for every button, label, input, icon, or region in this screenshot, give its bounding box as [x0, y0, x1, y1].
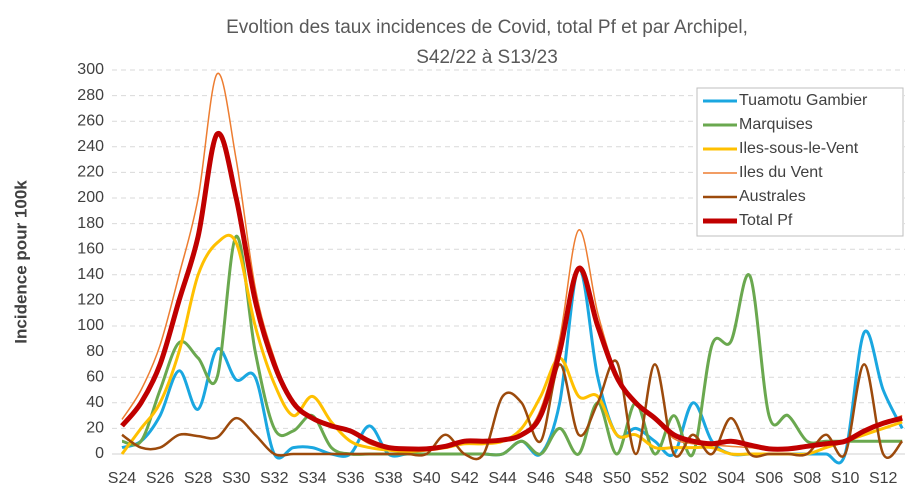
x-tick-label: S44: [488, 470, 517, 487]
y-tick-label: 20: [86, 420, 104, 437]
y-tick-label: 100: [77, 317, 104, 334]
y-tick-label: 80: [86, 343, 104, 360]
y-tick-label: 160: [77, 240, 104, 257]
x-tick-label: S40: [412, 470, 441, 487]
legend-label: Tuamotu Gambier: [739, 92, 868, 109]
legend-label: Australes: [739, 188, 806, 205]
y-tick-label: 140: [77, 266, 104, 283]
y-tick-label: 0: [95, 445, 104, 462]
x-tick-label: S42: [450, 470, 479, 487]
chart-subtitle: S42/22 à S13/23: [416, 47, 558, 68]
x-tick-label: S12: [869, 470, 898, 487]
legend-box: [696, 87, 904, 237]
y-tick-label: 60: [86, 368, 104, 385]
x-tick-label: S04: [717, 470, 746, 487]
x-tick-label: S30: [222, 470, 251, 487]
y-tick-label: 240: [77, 138, 104, 155]
x-tick-label: S48: [564, 470, 593, 487]
x-tick-label: S28: [184, 470, 213, 487]
legend-label: Total Pf: [739, 212, 793, 229]
y-tick-label: 40: [86, 394, 104, 411]
chart-title: Evoltion des taux incidences de Covid, t…: [226, 17, 748, 38]
x-tick-label: S32: [260, 470, 289, 487]
x-tick-label: S46: [526, 470, 555, 487]
x-tick-label: S06: [755, 470, 784, 487]
legend-label: Iles du Vent: [739, 164, 823, 181]
x-tick-label: S08: [793, 470, 822, 487]
y-tick-label: 300: [77, 61, 104, 78]
line-series: [120, 131, 903, 452]
x-tick-label: S24: [108, 470, 137, 487]
x-tick-label: S52: [641, 470, 670, 487]
x-tick-label: S36: [336, 470, 365, 487]
y-tick-label: 200: [77, 189, 104, 206]
line-series: [121, 234, 903, 458]
x-tick-label: S02: [679, 470, 708, 487]
line-series: [121, 266, 904, 465]
legend-label: Marquises: [739, 116, 813, 133]
x-tick-label: S34: [298, 470, 327, 487]
legend-label: Iles-sous-le-Vent: [739, 140, 859, 157]
y-axis-label: Incidence pour 100k: [11, 180, 30, 344]
x-tick-label: S38: [374, 470, 403, 487]
x-tick-label: S10: [831, 470, 860, 487]
y-tick-label: 260: [77, 112, 104, 129]
x-tick-label: S26: [146, 470, 175, 487]
y-tick-label: 120: [77, 292, 104, 309]
line-series: [121, 359, 904, 461]
y-tick-label: 280: [77, 87, 104, 104]
y-tick-label: 220: [77, 164, 104, 181]
x-tick-label: S50: [603, 470, 632, 487]
y-tick-label: 180: [77, 215, 104, 232]
line-series: [120, 233, 903, 456]
